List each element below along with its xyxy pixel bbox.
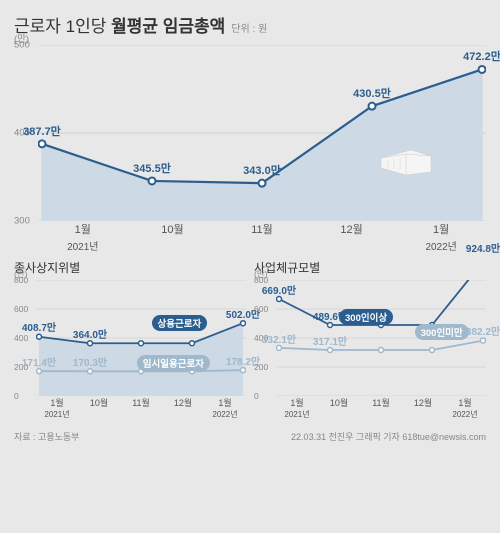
value-label: 472.2만 — [463, 48, 500, 64]
y-tick: 600 — [14, 304, 28, 314]
x-tick: 11월 — [360, 396, 402, 420]
y-tick: 0 — [14, 391, 19, 401]
y-tick: 400 — [14, 333, 28, 343]
value-label: 171.4만 — [22, 354, 56, 369]
source-label: 자료 : 고용노동부 — [14, 430, 79, 443]
plot-area: 387.7만345.5만343.0만430.5만472.2만 — [38, 45, 486, 221]
value-label: 170.3만 — [73, 354, 107, 369]
x-tick: 10월 — [318, 396, 360, 420]
footer: 자료 : 고용노동부 22.03.31 전진우 그래픽 기자 618tue@ne… — [14, 430, 486, 443]
small-chart-title: 종사상지위별 — [14, 259, 246, 276]
series-badge: 300인미만 — [415, 324, 469, 340]
credit-label: 22.03.31 전진우 그래픽 기자 618tue@newsis.com — [291, 430, 486, 443]
series-badge: 상용근로자 — [152, 315, 208, 331]
x-tick: 12월 — [402, 396, 444, 420]
value-label: 387.7만 — [23, 123, 61, 139]
value-label: 364.0만 — [73, 326, 107, 341]
x-tick: 12월 — [162, 396, 204, 420]
y-unit: (만) — [254, 268, 267, 280]
value-label: 382.2만 — [466, 323, 500, 338]
y-tick: 300 — [14, 216, 30, 227]
series-badge: 임시일용근로자 — [137, 355, 210, 371]
value-label: 317.1만 — [313, 333, 347, 348]
y-axis: 0200400600800(만) — [14, 280, 36, 396]
x-tick: 1월2021년 — [36, 396, 78, 420]
chart-by-size: 사업체규모별 0200400600800(만) 669.0만489.6만924.… — [254, 259, 486, 420]
x-tick: 11월 — [217, 221, 307, 245]
value-label: 669.0만 — [262, 282, 296, 297]
main-chart: 300400500(만) 387.7만345.5만343.0만430.5만472… — [14, 45, 486, 245]
x-axis: 1월2021년10월11월12월1월2022년 — [276, 396, 486, 420]
value-label: 345.5만 — [133, 160, 171, 176]
infographic: 근로자 1인당 월평균 임금총액 단위 : 원 300400500(만) 387… — [0, 0, 500, 451]
small-chart-title: 사업체규모별 — [254, 259, 486, 276]
unit-label: 단위 : 원 — [231, 20, 267, 35]
y-tick: 600 — [254, 304, 268, 314]
x-axis: 1월2021년10월11월12월1월2022년 — [38, 221, 486, 245]
x-tick: 12월 — [307, 221, 397, 245]
x-tick: 1월2022년 — [204, 396, 246, 420]
value-label: 332.1만 — [262, 331, 296, 346]
chart-by-status: 종사상지위별 0200400600800(만) 408.7만364.0만502.… — [14, 259, 246, 420]
series-badge: 300인이상 — [339, 309, 393, 325]
x-axis: 1월2021년10월11월12월1월2022년 — [36, 396, 246, 420]
value-label: 430.5만 — [353, 85, 391, 101]
plot-area: 408.7만364.0만502.0만상용근로자171.4만170.3만178.2… — [36, 280, 246, 396]
x-tick: 1월2021년 — [276, 396, 318, 420]
y-tick: 200 — [254, 362, 268, 372]
page-title: 근로자 1인당 월평균 임금총액 — [14, 12, 225, 37]
value-label: 343.0만 — [243, 162, 281, 178]
x-tick: 11월 — [120, 396, 162, 420]
x-tick: 1월2021년 — [38, 221, 128, 245]
plot-area: 669.0만489.6만924.8만300인이상332.1만317.1만382.… — [276, 280, 486, 396]
building-icon — [376, 140, 446, 175]
x-tick: 10월 — [128, 221, 218, 245]
x-tick: 1월2022년 — [444, 396, 486, 420]
y-tick: 0 — [254, 391, 259, 401]
x-tick: 10월 — [78, 396, 120, 420]
y-unit: (만) — [14, 31, 29, 45]
small-charts-row: 종사상지위별 0200400600800(만) 408.7만364.0만502.… — [14, 259, 486, 420]
title-row: 근로자 1인당 월평균 임금총액 단위 : 원 — [14, 12, 486, 37]
value-label: 408.7만 — [22, 319, 56, 334]
value-label: 924.8만 — [466, 240, 500, 255]
y-unit: (만) — [14, 268, 27, 280]
